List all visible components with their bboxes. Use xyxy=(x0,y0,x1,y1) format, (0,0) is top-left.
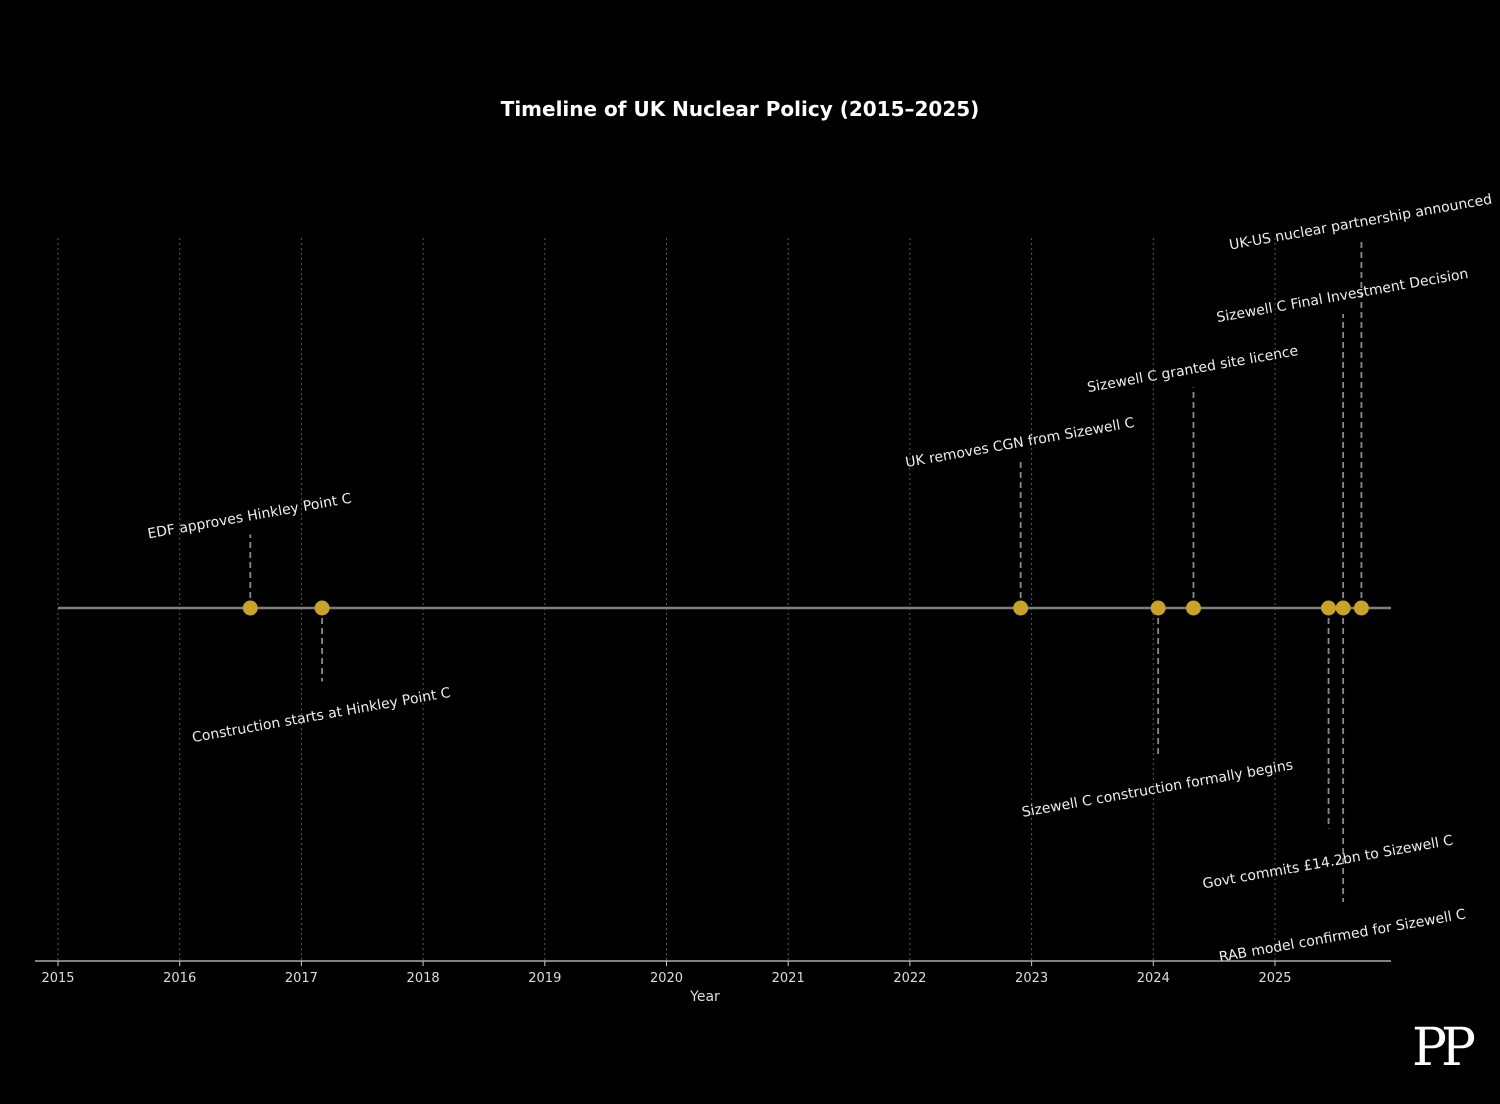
event-label: Govt commits £14.2bn to Sizewell C xyxy=(1201,833,1454,893)
brand-logo: PP xyxy=(1412,1018,1476,1078)
event-marker xyxy=(242,600,258,616)
x-tick-label: 2020 xyxy=(650,971,683,986)
event-marker xyxy=(1335,600,1351,616)
event-label: Sizewell C granted site licence xyxy=(1086,343,1299,396)
chart-title: Timeline of UK Nuclear Policy (2015–2025… xyxy=(501,97,980,121)
event-stems xyxy=(249,240,1363,902)
x-tick-label: 2025 xyxy=(1258,971,1291,986)
event-marker xyxy=(1185,600,1201,616)
x-tick-label: 2018 xyxy=(407,971,440,986)
x-axis-ticks: 2015 2016 2017 2018 2019 2020 2021 2022 2023 2024… xyxy=(41,961,1292,986)
event-marker xyxy=(1321,600,1337,616)
event-marker xyxy=(314,600,330,616)
x-tick-label: 2024 xyxy=(1137,971,1170,986)
x-tick-label: 2022 xyxy=(893,971,926,986)
x-tick-label: 2017 xyxy=(285,971,318,986)
event-label: Sizewell C construction formally begins xyxy=(1021,757,1295,821)
x-tick-label: 2023 xyxy=(1015,971,1048,986)
x-tick-label: 2019 xyxy=(528,971,561,986)
event-marker xyxy=(1353,600,1369,616)
event-marker xyxy=(1013,600,1029,616)
event-labels: EDF approves Hinkley Point CConstruction… xyxy=(146,192,1493,966)
x-tick-label: 2021 xyxy=(772,971,805,986)
x-axis-label: Year xyxy=(689,989,720,1005)
grid-lines xyxy=(57,238,1276,961)
event-label: RAB model confirmed for Sizewell C xyxy=(1218,906,1468,965)
event-label: Construction starts at Hinkley Point C xyxy=(191,685,452,746)
x-tick-label: 2015 xyxy=(41,971,74,986)
event-marker xyxy=(1150,600,1166,616)
x-tick-label: 2016 xyxy=(163,971,196,986)
event-markers xyxy=(242,600,1369,616)
